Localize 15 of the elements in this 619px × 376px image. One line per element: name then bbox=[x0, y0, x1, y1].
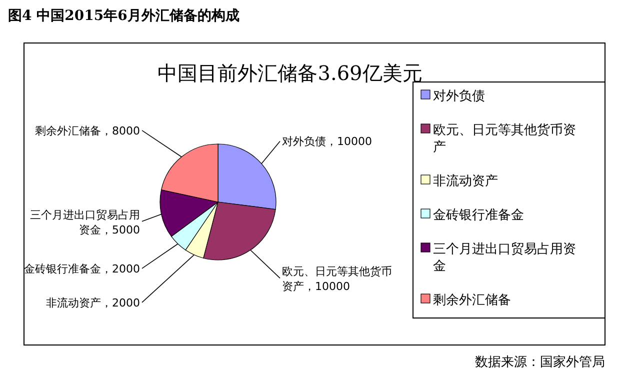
data-label: 非流动资产，2000 bbox=[46, 296, 140, 310]
chart-title: 中国目前外汇储备3.69亿美元 bbox=[158, 61, 422, 85]
legend-label: 非流动资产 bbox=[433, 173, 498, 189]
data-label: 欧元、日元等其他货币资产，10000 bbox=[282, 265, 392, 294]
data-label: 三个月进出口贸易占用资金，5000 bbox=[30, 208, 140, 236]
legend-label: 欧元、日元等其他货币资产 bbox=[433, 123, 576, 155]
legend-label: 对外负债 bbox=[433, 89, 485, 104]
data-label: 剩余外汇储备，8000 bbox=[35, 124, 140, 138]
caption: 图4 中国2015年6月外汇储备的构成 bbox=[8, 8, 240, 24]
source-note: 数据来源：国家外管局 bbox=[475, 354, 605, 370]
data-label: 金砖银行准备金，2000 bbox=[24, 262, 140, 276]
legend-label: 金砖银行准备金 bbox=[433, 208, 524, 223]
legend-label: 三个月进出口贸易占用资金 bbox=[433, 242, 576, 274]
data-label: 对外负债，10000 bbox=[282, 135, 372, 148]
legend-label: 剩余外汇储备 bbox=[433, 293, 511, 308]
